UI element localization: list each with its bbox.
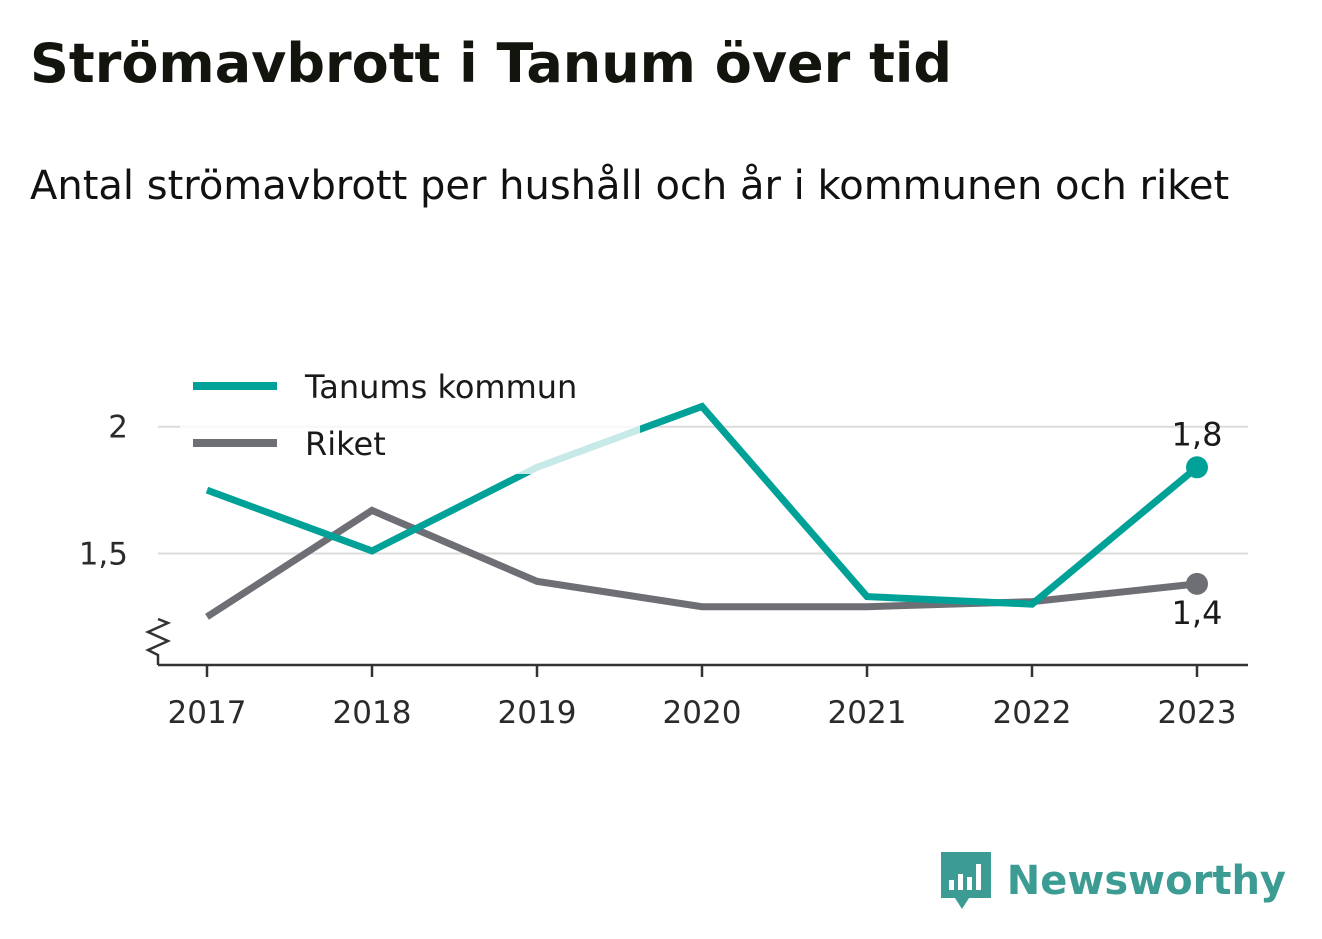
- y-tick-label-0: 2: [108, 410, 128, 446]
- newsworthy-logo-icon: [940, 852, 991, 909]
- x-tick-label-5: 2022: [993, 695, 1072, 731]
- series-line-1: [205, 506, 1198, 620]
- end-labels: 1,8 1,4: [1172, 415, 1223, 632]
- axes: 2 1,5 2017 2018 2019 2020 2021 2022 2023: [79, 410, 1248, 731]
- legend: Tanums kommun Riket: [180, 352, 640, 474]
- legend-label-1: Riket: [305, 425, 386, 463]
- legend-background: [180, 352, 640, 474]
- brand-name: Newsworthy: [1006, 858, 1286, 904]
- x-tick-label-3: 2020: [663, 695, 742, 731]
- end-marker-1: [1186, 572, 1208, 595]
- chart-subtitle: Antal strömavbrott per hushåll och år i …: [30, 163, 1230, 209]
- series-lines: [205, 402, 1208, 620]
- legend-label-0: Tanums kommun: [304, 368, 577, 406]
- brand: Newsworthy: [940, 852, 1286, 910]
- y-axis-break-icon: [144, 617, 172, 665]
- end-value-label-0: 1,8: [1172, 415, 1223, 453]
- end-value-label-1: 1,4: [1172, 594, 1223, 632]
- x-tick-label-6: 2023: [1158, 695, 1237, 731]
- x-tick-label-1: 2018: [333, 695, 412, 731]
- x-tick-label-2: 2019: [498, 695, 577, 731]
- y-tick-label-1: 1,5: [79, 536, 128, 572]
- x-tick-label-0: 2017: [168, 695, 247, 731]
- x-tick-label-4: 2021: [828, 695, 907, 731]
- end-marker-0: [1186, 456, 1208, 479]
- chart-title: Strömavbrott i Tanum över tid: [30, 32, 953, 95]
